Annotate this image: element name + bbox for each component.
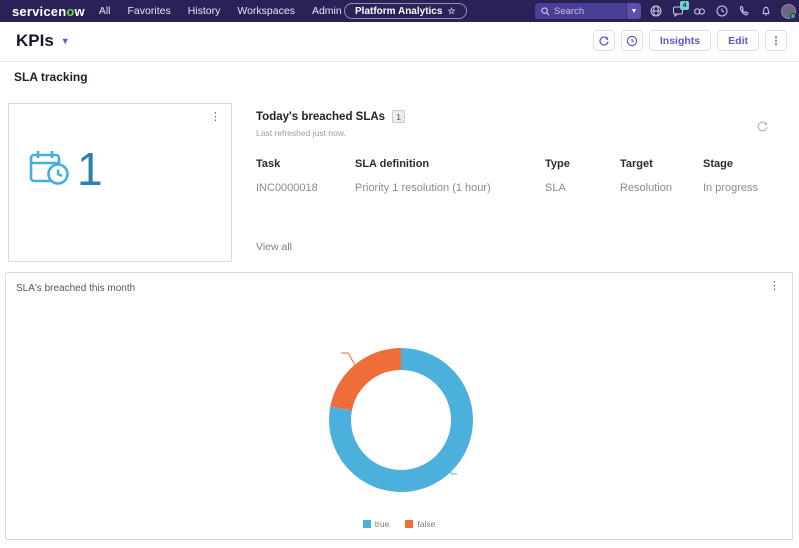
kpi-card-breached-slas[interactable]: ⋮ 1	[8, 103, 232, 262]
chart-title: SLA's breached this month	[16, 283, 136, 294]
more-options-button[interactable]: ⋮	[765, 30, 787, 51]
servicenow-logo[interactable]: servicen o w	[12, 4, 85, 19]
legend-item-true[interactable]: true	[362, 519, 390, 529]
edit-button[interactable]: Edit	[717, 30, 759, 51]
cell-task[interactable]: INC0000018	[256, 182, 318, 194]
kpi-value: 1	[77, 143, 103, 195]
chart-card-slas-breached: SLA's breached this month ⋮ false8422% t…	[5, 272, 793, 540]
nav-item-favorites[interactable]: Favorites	[127, 5, 171, 17]
cell-definition: Priority 1 resolution (1 hour)	[355, 182, 491, 194]
column-header-target[interactable]: Target	[620, 158, 653, 170]
context-pill-platform-analytics[interactable]: Platform Analytics ☆	[344, 3, 467, 19]
kpi-card-body: 1	[27, 146, 103, 192]
view-all-link[interactable]: View all	[256, 241, 292, 253]
search-input[interactable]	[554, 5, 626, 17]
link-icon[interactable]	[693, 5, 706, 18]
legend-swatch-true	[362, 520, 371, 528]
insights-button[interactable]: Insights	[648, 30, 712, 51]
chevron-down-icon: ▼	[60, 36, 70, 46]
calendar-clock-icon	[27, 147, 71, 192]
user-avatar[interactable]	[781, 3, 796, 19]
top-nav-menu: All Favorites History Workspaces Admin	[99, 5, 342, 17]
logo-text: servicen	[12, 3, 67, 19]
header-actions: Insights Edit ⋮	[592, 30, 787, 51]
chart-card-menu-button[interactable]: ⋮	[769, 280, 780, 292]
column-header-sla-definition[interactable]: SLA definition	[355, 158, 430, 170]
nav-item-workspaces[interactable]: Workspaces	[237, 5, 295, 17]
search-scope-dropdown[interactable]: ▼	[626, 3, 641, 19]
search-icon	[541, 6, 550, 16]
chat-badge: 4	[680, 0, 689, 10]
panel-refresh-icon[interactable]	[756, 120, 769, 138]
column-header-type[interactable]: Type	[545, 158, 570, 170]
logo-green-o: o	[66, 3, 75, 19]
schedule-clock-button[interactable]	[620, 30, 643, 51]
page-header: KPIs ▼ Insights Edit ⋮	[0, 22, 799, 62]
legend-item-false[interactable]: false	[405, 519, 435, 529]
donut-slice-false	[329, 348, 473, 492]
top-bar-icons: 4	[649, 0, 796, 22]
last-refreshed-text: Last refreshed just now.	[256, 128, 346, 138]
table-row[interactable]: INC0000018 Priority 1 resolution (1 hour…	[256, 180, 776, 200]
chat-icon[interactable]: 4	[671, 0, 689, 18]
logo-text-suffix: w	[74, 3, 85, 19]
global-search: ▼	[535, 3, 641, 19]
legend-label: true	[374, 519, 390, 529]
clock-icon[interactable]	[715, 5, 728, 18]
table-header-row: Task SLA definition Type Target Stage	[256, 154, 776, 180]
nav-item-admin[interactable]: Admin	[311, 5, 342, 17]
globe-icon[interactable]	[649, 5, 662, 18]
callout-connector-true	[442, 465, 457, 475]
presence-indicator	[790, 12, 796, 19]
cell-stage: In progress	[703, 182, 759, 194]
cell-type: SLA	[545, 182, 566, 194]
page-title: KPIs	[16, 31, 54, 50]
cell-target: Resolution	[620, 182, 672, 194]
breached-slas-table: Task SLA definition Type Target Stage IN…	[256, 154, 776, 200]
refresh-button[interactable]	[592, 30, 615, 51]
column-header-task[interactable]: Task	[256, 158, 281, 170]
legend-label: false	[417, 519, 436, 529]
chart-legend: true false	[6, 519, 792, 529]
column-header-stage[interactable]: Stage	[703, 158, 733, 170]
favorite-star-icon[interactable]: ☆	[447, 5, 456, 16]
breached-slas-panel: Today's breached SLAs 1 Last refreshed j…	[256, 110, 791, 253]
nav-item-all[interactable]: All	[98, 5, 111, 17]
page-title-dropdown[interactable]: KPIs ▼	[16, 31, 70, 51]
top-nav-bar: servicen o w All Favorites History Workspa…	[0, 0, 799, 22]
donut-chart[interactable]	[181, 333, 621, 508]
callout-connector-false	[341, 352, 356, 366]
nav-item-history[interactable]: History	[187, 5, 221, 17]
panel-title: Today's breached SLAs	[256, 110, 386, 123]
phone-icon[interactable]	[737, 5, 750, 18]
bell-icon[interactable]	[759, 5, 772, 18]
legend-swatch-false	[405, 520, 414, 528]
breached-slas-header: Today's breached SLAs 1	[256, 110, 791, 123]
section-title: SLA tracking	[14, 70, 88, 84]
context-pill-label: Platform Analytics	[355, 5, 443, 17]
count-badge: 1	[392, 110, 406, 123]
kpi-card-menu-button[interactable]: ⋮	[210, 111, 221, 123]
